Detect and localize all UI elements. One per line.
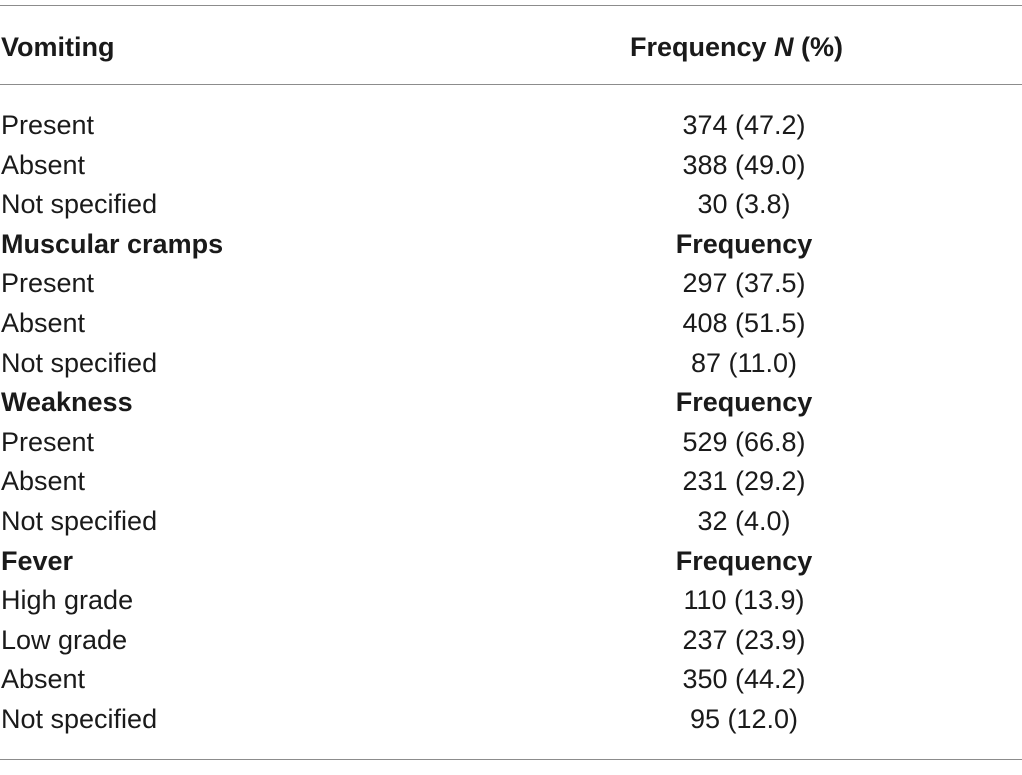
table-top-rule [0, 5, 1022, 6]
header-frequency-suffix: (%) [793, 32, 844, 62]
table-row: Not specified 30 (3.8) [0, 185, 1022, 225]
row-label: Absent [1, 466, 86, 497]
row-label: Absent [1, 149, 86, 180]
table-row: Absent 231 (29.2) [0, 462, 1022, 502]
section-heading-value: Frequency [675, 545, 813, 576]
row-value: 388 (49.0) [682, 149, 806, 180]
header-vomiting: Vomiting [1, 32, 115, 62]
row-label: Not specified [1, 703, 158, 734]
table-bottom-rule [0, 759, 1022, 760]
header-frequency-n: N [774, 32, 794, 62]
section-heading-label: Fever [1, 545, 74, 576]
row-label: Not specified [1, 347, 158, 378]
table-header-rule [0, 84, 1022, 85]
row-label: Absent [1, 664, 86, 695]
row-value: 231 (29.2) [682, 466, 806, 497]
row-label: High grade [1, 585, 134, 616]
row-value: 297 (37.5) [682, 268, 806, 299]
section-heading-row: Weakness Frequency [0, 383, 1022, 423]
row-value: 32 (4.0) [697, 505, 791, 536]
row-label: Not specified [1, 189, 158, 220]
section-heading-value: Frequency [675, 387, 813, 418]
section-heading-label: Weakness [1, 387, 133, 418]
section-heading-row: Fever Frequency [0, 542, 1022, 582]
row-label: Present [1, 268, 95, 299]
section-heading-row: Muscular cramps Frequency [0, 225, 1022, 265]
row-value: 408 (51.5) [682, 307, 806, 338]
section-heading-value: Frequency [675, 228, 813, 259]
table-row: Not specified 87 (11.0) [0, 344, 1022, 384]
table-row: Absent 350 (44.2) [0, 660, 1022, 700]
row-value: 30 (3.8) [697, 189, 791, 220]
row-value: 374 (47.2) [682, 110, 806, 140]
header-frequency: Frequency N (%) [630, 27, 860, 67]
table-row: Low grade 237 (23.9) [0, 621, 1022, 661]
table-row: High grade 110 (13.9) [0, 581, 1022, 621]
table-row: Present 297 (37.5) [0, 264, 1022, 304]
table-body: Present 374 (47.2) Absent 388 (49.0) Not s… [0, 106, 1022, 740]
table-row: Present 374 (47.2) [0, 106, 1022, 146]
table-row: Present 529 (66.8) [0, 423, 1022, 463]
row-value: 110 (13.9) [683, 585, 805, 616]
table-row: Not specified 32 (4.0) [0, 502, 1022, 542]
section-heading-label: Muscular cramps [1, 228, 224, 259]
table-row: Not specified 95 (12.0) [0, 700, 1022, 740]
row-label: Not specified [1, 505, 158, 536]
header-frequency-prefix: Frequency [630, 32, 775, 62]
row-value: 87 (11.0) [690, 347, 798, 378]
table-row: Absent 408 (51.5) [0, 304, 1022, 344]
row-label: Present [1, 426, 95, 457]
table-header: Vomiting Frequency N (%) [0, 27, 1022, 67]
row-label: Absent [1, 307, 86, 338]
row-value: 350 (44.2) [682, 664, 806, 695]
row-value: 237 (23.9) [682, 624, 806, 655]
row-label: Present [1, 110, 95, 140]
row-label: Low grade [1, 624, 128, 655]
table-row: Absent 388 (49.0) [0, 146, 1022, 186]
row-value: 95 (12.0) [689, 703, 799, 734]
row-value: 529 (66.8) [682, 426, 806, 457]
